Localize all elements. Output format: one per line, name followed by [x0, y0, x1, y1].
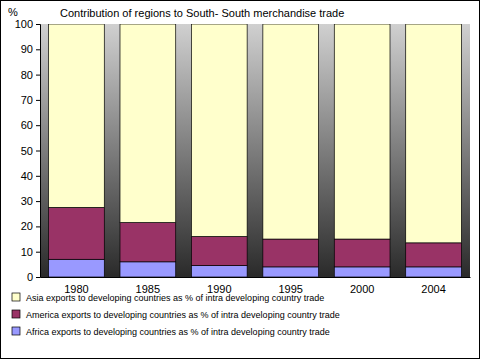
chart-svg: 0102030405060708090100198019851990199520… — [0, 0, 480, 359]
bar — [334, 239, 390, 267]
chart-border — [1, 1, 480, 359]
legend-label: America exports to developing countries … — [26, 310, 340, 320]
bar — [263, 239, 319, 267]
y-axis-title: % — [8, 6, 18, 18]
y-tick-mark — [36, 151, 40, 152]
bar — [263, 267, 319, 277]
y-tick-label: 80 — [21, 69, 33, 81]
y-tick-mark — [36, 49, 40, 50]
chart-title: Contribution of regions to South- South … — [60, 7, 344, 19]
y-tick: 0 — [27, 271, 40, 283]
x-tick: 2000 — [350, 277, 374, 295]
y-tick: 20 — [21, 220, 40, 232]
plot-background — [40, 24, 470, 277]
legend: Asia exports to developing countries as … — [12, 293, 340, 337]
y-tick-mark — [36, 176, 40, 177]
y-tick: 90 — [21, 43, 40, 55]
y-tick-mark — [36, 277, 40, 278]
bars — [49, 24, 462, 277]
x-tick-label: 2000 — [350, 283, 374, 295]
legend-swatch — [12, 310, 20, 318]
y-tick-label: 50 — [21, 145, 33, 157]
x-tick-label: 2004 — [421, 283, 445, 295]
y-tick: 60 — [21, 119, 40, 131]
y-tick-label: 10 — [21, 246, 33, 258]
y-tick-label: 0 — [27, 271, 33, 283]
legend-label: Africa exports to developing countries a… — [26, 327, 330, 337]
bar — [49, 259, 105, 277]
bar — [406, 267, 462, 277]
y-tick: 30 — [21, 195, 40, 207]
bar — [120, 24, 176, 223]
y-tick: 80 — [21, 69, 40, 81]
legend-swatch — [12, 327, 20, 335]
bar — [191, 24, 247, 237]
bar — [406, 243, 462, 267]
legend-swatch — [12, 293, 20, 301]
y-tick: 40 — [21, 170, 40, 182]
legend-label: Asia exports to developing countries as … — [26, 293, 324, 303]
bar — [263, 24, 319, 239]
y-tick-label: 60 — [21, 119, 33, 131]
y-tick-mark — [36, 100, 40, 101]
y-tick: 50 — [21, 145, 40, 157]
y-tick-label: 30 — [21, 195, 33, 207]
bar — [49, 24, 105, 207]
y-tick-label: 70 — [21, 94, 33, 106]
x-tick: 2004 — [421, 277, 445, 295]
bar — [49, 207, 105, 259]
y-tick-mark — [36, 75, 40, 76]
x-axis-line — [41, 277, 471, 278]
y-tick-label: 20 — [21, 220, 33, 232]
bar — [120, 223, 176, 262]
y-tick-label: 40 — [21, 170, 33, 182]
y-tick: 100 — [15, 18, 40, 30]
y-tick-mark — [36, 252, 40, 253]
y-tick-mark — [36, 24, 40, 25]
bar — [334, 267, 390, 277]
bar — [120, 262, 176, 277]
y-tick-mark — [36, 201, 40, 202]
y-tick-mark — [36, 125, 40, 126]
bar — [406, 24, 462, 243]
y-tick-mark — [36, 226, 40, 227]
y-tick-label: 100 — [15, 18, 33, 30]
y-tick: 10 — [21, 246, 40, 258]
bar — [334, 24, 390, 239]
y-axis: 0 10 20 30 40 50 60 70 80 90 100 — [15, 18, 41, 283]
y-tick-label: 90 — [21, 43, 33, 55]
bar — [191, 237, 247, 266]
y-axis-line — [36, 25, 41, 278]
bar — [191, 266, 247, 277]
y-tick: 70 — [21, 94, 40, 106]
